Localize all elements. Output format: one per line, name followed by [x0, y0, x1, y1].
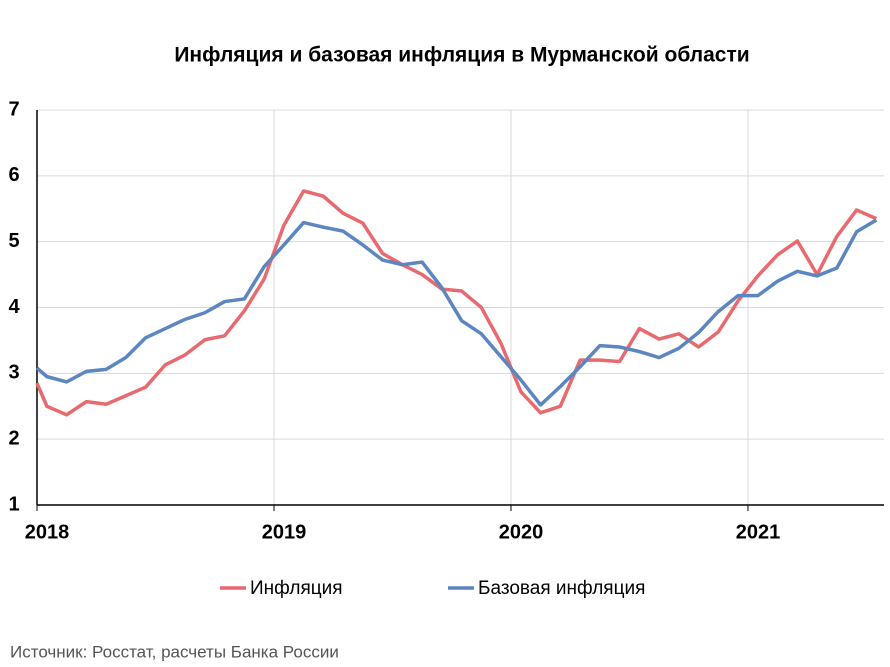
x-tick-label: 2021: [736, 521, 781, 543]
y-tick-label: 2: [8, 427, 19, 449]
y-tick-label: 4: [8, 296, 20, 318]
y-tick-label: 3: [8, 362, 19, 384]
legend-label: Базовая инфляция: [478, 578, 645, 599]
y-tick-label: 7: [8, 98, 19, 120]
y-tick-label: 5: [8, 230, 19, 252]
series-line: [35, 189, 878, 417]
legend-label: Инфляция: [250, 578, 343, 599]
series-line: [35, 218, 878, 407]
y-tick-label: 6: [8, 164, 19, 186]
y-tick-label: 1: [8, 493, 19, 515]
chart-title: Инфляция и базовая инфляция в Мурманской…: [174, 44, 749, 67]
x-tick-label: 2019: [262, 521, 307, 543]
x-tick-label: 2018: [25, 521, 70, 543]
source-note: Источник: Росстат, расчеты Банка России: [10, 642, 339, 661]
x-tick-label: 2020: [499, 521, 544, 543]
